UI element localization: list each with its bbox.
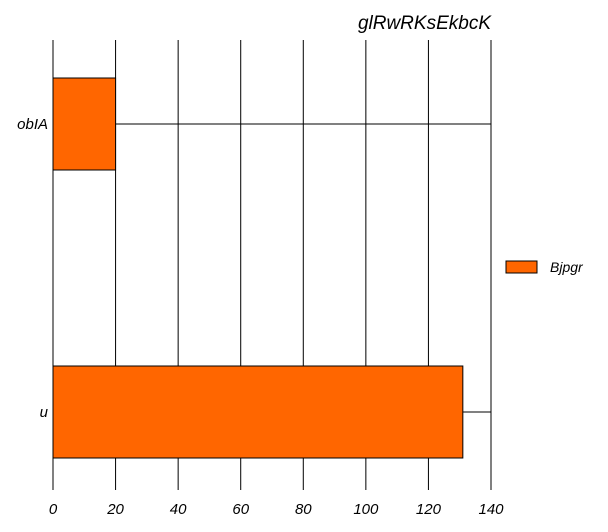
x-tick-label: 100 <box>353 501 379 518</box>
bar-obIA <box>52 77 117 171</box>
x-tick-label: 40 <box>170 501 187 518</box>
chart-title: glRwRKsEkbcK <box>358 13 492 34</box>
bar-u <box>52 365 464 459</box>
legend-swatch <box>505 260 538 274</box>
y-tick-label: obIA <box>17 116 48 133</box>
x-tick-label: 140 <box>478 501 504 518</box>
x-tick-label: 60 <box>232 501 249 518</box>
x-tick-label: 0 <box>49 501 58 518</box>
x-tick-label: 20 <box>106 501 124 518</box>
legend-label: Bjpgr <box>550 259 584 275</box>
x-axis-tick-labels: 0 20 40 60 80 100 120 140 <box>49 501 504 518</box>
x-tick-label: 80 <box>295 501 312 518</box>
x-tick-label: 120 <box>416 501 442 518</box>
y-axis-tick-labels: obIA u <box>17 116 49 421</box>
y-tick-label: u <box>40 404 49 421</box>
bars-group <box>52 77 464 459</box>
legend: Bjpgr <box>505 259 584 275</box>
